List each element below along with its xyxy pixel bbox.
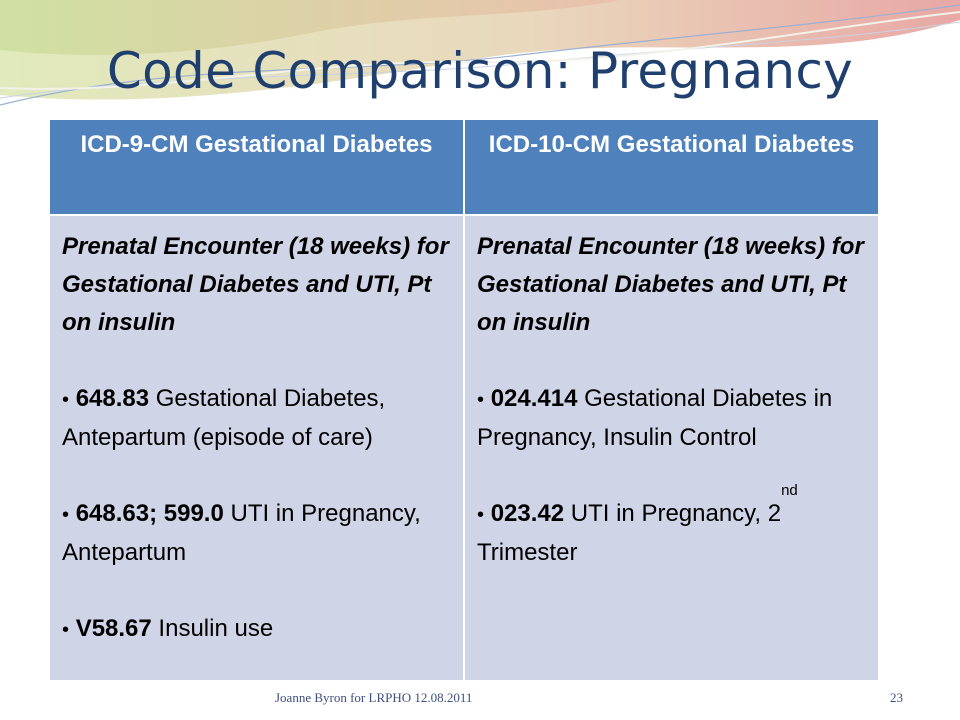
header-icd10: ICD-10-CM Gestational Diabetes [463,118,880,216]
code-description: Gestational Diabetes, Antepartum (episod… [62,385,386,451]
slide-title: Code Comparison: Pregnancy [106,42,854,100]
slide-footer: Joanne Byron for LRPHO 12.08.2011 [275,690,473,705]
code-value: 648.63; 599.0 [75,500,224,527]
list-item: • 024.414 Gestational Diabetes in Pregna… [477,380,866,457]
code-value: 024.414 [490,385,578,412]
header-icd9: ICD-9-CM Gestational Diabetes [48,118,465,216]
icd10-scenario: Prenatal Encounter (18 weeks) for Gestat… [477,233,864,336]
code-value: 648.83 [75,385,150,412]
code-value: V58.67 [75,615,152,642]
icd9-scenario: Prenatal Encounter (18 weeks) for Gestat… [62,233,449,336]
bullet-icon: • [62,504,70,526]
ordinal-suffix: nd [781,482,798,499]
code-description: Insulin use [151,615,274,642]
table-header-row: ICD-9-CM Gestational Diabetes ICD-10-CM … [48,118,880,216]
bullet-icon: • [62,619,70,641]
list-item: • 023.42 UTI in Pregnancy, 2nd Trimester [477,483,866,572]
slide-number: 23 [890,690,903,705]
code-description: UTI in Pregnancy, Antepartum [62,500,421,566]
icd10-cell: Prenatal Encounter (18 weeks) for Gestat… [463,214,880,682]
code-value: 023.42 [490,500,565,527]
code-description: Gestational Diabetes in Pregnancy, Insul… [477,385,833,451]
bullet-icon: • [477,389,485,411]
icd9-cell: Prenatal Encounter (18 weeks) for Gestat… [48,214,465,682]
code-description-tail: Trimester [477,539,578,566]
list-item: • 648.63; 599.0 UTI in Pregnancy, Antepa… [62,495,451,572]
list-item: • 648.83 Gestational Diabetes, Antepartu… [62,380,451,457]
code-description: UTI in Pregnancy, 2 [564,500,782,527]
bullet-icon: • [62,389,70,411]
bullet-icon: • [477,504,485,526]
code-comparison-table: ICD-9-CM Gestational Diabetes ICD-10-CM … [48,118,880,682]
table-body-row: Prenatal Encounter (18 weeks) for Gestat… [48,214,880,682]
list-item: • V58.67 Insulin use [62,610,451,649]
